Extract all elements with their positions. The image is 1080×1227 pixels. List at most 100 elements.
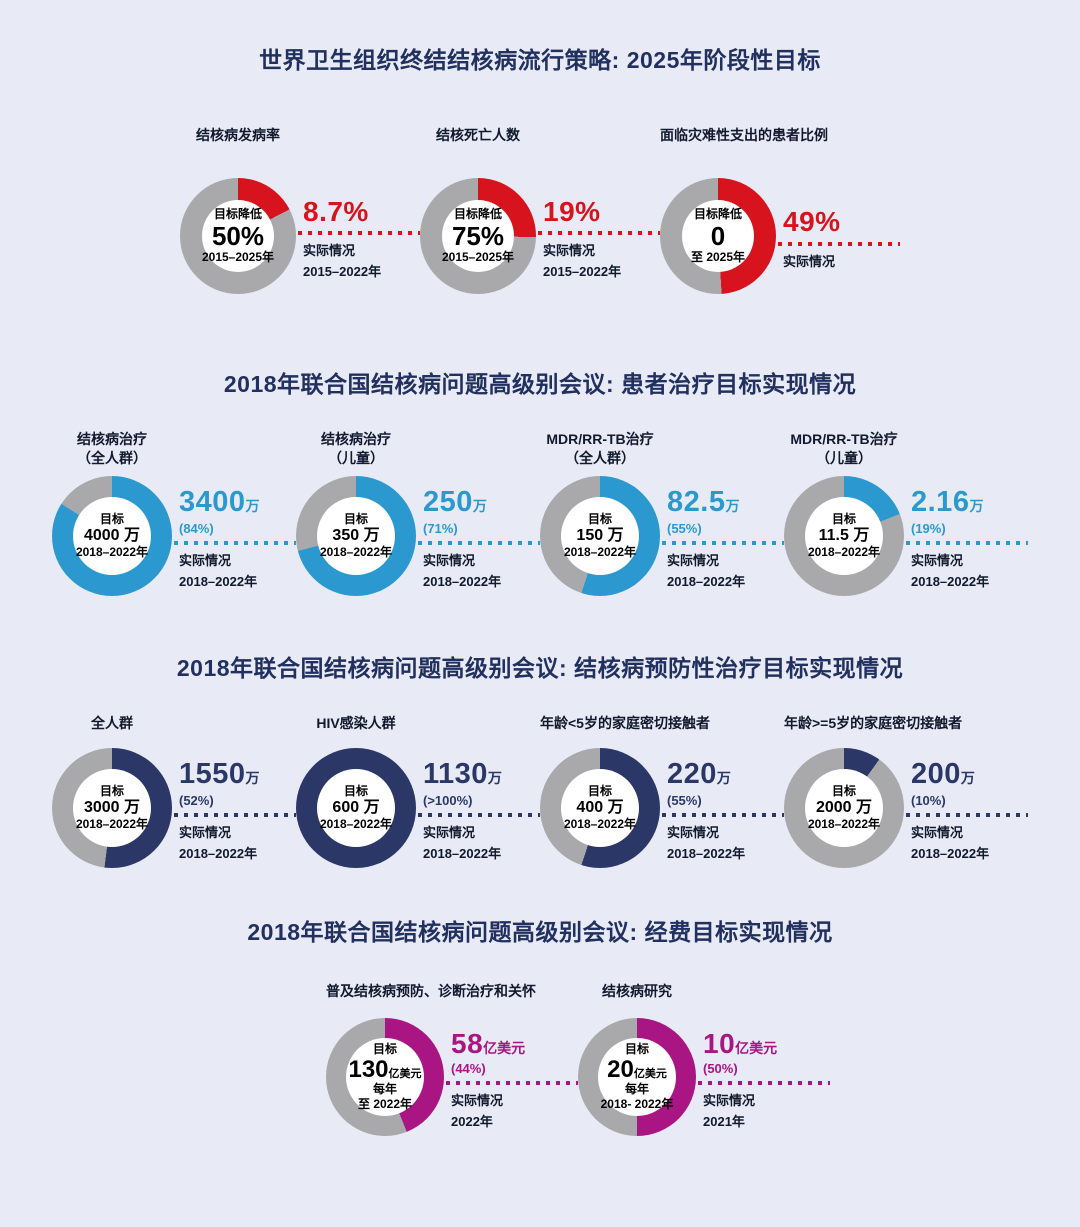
donut-center: 目标降低 0 至 2025年 (682, 200, 754, 272)
target-value: 75% (451, 220, 505, 251)
actual-value: 250 (423, 486, 473, 519)
actual-block: 1550万 (52%) 实际情况 2018–2022年 (172, 759, 296, 862)
actual-percent: (71%) (423, 520, 458, 536)
actual-block: 220万 (55%) 实际情况 2018–2022年 (660, 758, 784, 862)
target-period: 2018–2022年 (319, 544, 393, 559)
chart-title-text: 结核病治疗 (77, 431, 147, 447)
target-period: 2015–2025年 (441, 250, 515, 265)
actual-percent: (55%) (667, 792, 702, 808)
target-value-line: 4000 万 (84, 527, 140, 544)
chart-row: 普及结核病预防、诊断治疗和关怀目标 130亿美元 每年至 2022年 58亿美元 (44… (38, 982, 1080, 1136)
actual-block: 49% 实际情况 (776, 207, 900, 270)
actual-unit: 万 (245, 498, 260, 515)
donut-ring: 目标 350 万 2018–2022年 (296, 476, 416, 596)
chart-title-text: 结核病研究 (602, 983, 672, 999)
chart-title: 年龄<5岁的家庭密切接触者 (540, 714, 710, 734)
donut-ring: 目标降低 0 至 2025年 (660, 178, 776, 294)
chart-title: HIV感染人群 (296, 714, 416, 734)
target-value-line: 130亿美元 (348, 1056, 421, 1083)
actual-percent: (>100%) (423, 792, 473, 808)
donut-ring: 目标 4000 万 2018–2022年 (52, 476, 172, 596)
chart-subtitle: （全人群） (565, 450, 635, 466)
donut-chart-card: 年龄>=5岁的家庭密切接触者目标 2000 万 2018–2022年 200万 (10%… (784, 714, 1028, 868)
chart-body: 目标 130亿美元 每年至 2022年 58亿美元 (44%) 实际情况 2022年 (326, 1018, 578, 1136)
leader-line (662, 812, 784, 817)
chart-subtitle: （全人群） (77, 450, 147, 466)
donut-chart-card: MDR/RR-TB治疗 （儿童） 目标 11.5 万 2018–2022年 2.16万 (1… (784, 430, 1028, 596)
actual-unit: 万 (969, 498, 984, 515)
actual-block: 200万 (10%) 实际情况 2018–2022年 (904, 758, 1028, 862)
actual-date: 2018–2022年 (911, 573, 990, 589)
target-label: 目标 (343, 512, 368, 527)
chart-body: 目标降低 75% 2015–2025年 19% 实际情况 2015–2022年 (420, 178, 660, 294)
chart-row: 结核病治疗 （全人群） 目标 4000 万 2018–2022年 3400万 (84%) 实际… (0, 430, 1080, 596)
target-value-line: 150 万 (576, 527, 623, 544)
donut-chart-card: 全人群 目标 3000 万 2018–2022年 1550万 (52%) 实际情况 2018–… (52, 714, 296, 868)
chart-title-text: 结核死亡人数 (436, 127, 520, 143)
actual-block: 2.16万 (19%) 实际情况 2018–2022年 (904, 487, 1028, 590)
donut-chart-card: MDR/RR-TB治疗 （全人群） 目标 150 万 2018–2022年 82.5万 (5… (540, 430, 784, 596)
chart-title: 普及结核病预防、诊断治疗和关怀 (326, 982, 536, 1002)
donut-center: 目标 350 万 2018–2022年 (317, 497, 395, 575)
donut-ring: 目标 11.5 万 2018–2022年 (784, 476, 904, 596)
actual-unit: 万 (960, 770, 975, 787)
actual-percent: (50%) (703, 1061, 738, 1077)
donut-center: 目标 20亿美元 每年 2018- 2022年 (598, 1038, 676, 1116)
target-value: 50% (211, 220, 265, 251)
chart-body: 目标 600 万 2018–2022年 1130万 (>100%) 实际情况 2018–20… (296, 748, 540, 868)
actual-value: 82.5 (667, 486, 726, 519)
actual-percent: (55%) (667, 520, 702, 536)
target-label: 目标 (99, 512, 124, 527)
chart-title-text: 面临灾难性支出的患者比例 (660, 127, 828, 143)
actual-caption: 实际情况 (783, 253, 836, 269)
actual-value: 1130 (423, 758, 488, 791)
actual-unit: 万 (725, 498, 740, 515)
donut-center: 目标 130亿美元 每年至 2022年 (346, 1038, 424, 1116)
donut-center: 目标降低 50% 2015–2025年 (202, 200, 274, 272)
chart-body: 目标 11.5 万 2018–2022年 2.16万 (19%) 实际情况 2018–202… (784, 476, 1028, 596)
leader-line (538, 231, 660, 236)
actual-value-line: 1550万 (179, 759, 296, 790)
actual-value: 19% (543, 195, 601, 227)
actual-caption: 实际情况 (703, 1093, 756, 1109)
chart-row: 全人群 目标 3000 万 2018–2022年 1550万 (52%) 实际情况 2018–… (0, 714, 1080, 868)
actual-value-line: 10亿美元 (703, 1027, 830, 1059)
donut-ring: 目标 2000 万 2018–2022年 (784, 748, 904, 868)
actual-unit: 亿美元 (483, 1039, 526, 1056)
actual-value: 200 (911, 758, 961, 791)
actual-date: 2018–2022年 (911, 845, 990, 861)
actual-block: 8.7% 实际情况 2015–2022年 (296, 197, 420, 281)
donut-center: 目标 11.5 万 2018–2022年 (805, 497, 883, 575)
actual-unit: 万 (716, 770, 731, 787)
donut-chart-card: 普及结核病预防、诊断治疗和关怀目标 130亿美元 每年至 2022年 58亿美元 (44… (326, 982, 578, 1136)
target-period: 2018–2022年 (319, 816, 393, 831)
actual-value: 220 (667, 758, 717, 791)
chart-title: 结核病发病率 (180, 126, 296, 152)
actual-percent: (84%) (179, 520, 214, 536)
target-period: 至 2025年 (690, 250, 746, 265)
target-value: 0 (710, 220, 726, 251)
actual-caption: 实际情况 (667, 824, 720, 840)
actual-value-line: 200万 (911, 758, 1028, 791)
actual-caption: 实际情况 (423, 552, 476, 568)
donut-ring: 目标 600 万 2018–2022年 (296, 748, 416, 868)
target-value: 150 万 (576, 527, 624, 545)
actual-value: 10 (703, 1027, 736, 1059)
actual-caption: 实际情况 (911, 552, 964, 568)
chart-body: 目标 350 万 2018–2022年 250万 (71%) 实际情况 2018–2022年 (296, 476, 540, 596)
leader-line (418, 540, 540, 545)
actual-block: 250万 (71%) 实际情况 2018–2022年 (416, 486, 540, 590)
actual-percent: (19%) (911, 520, 946, 536)
target-label: 目标降低 (693, 206, 742, 221)
actual-caption: 实际情况 (303, 243, 356, 259)
chart-title: 年龄>=5岁的家庭密切接触者 (784, 714, 962, 734)
chart-title-text: 全人群 (91, 715, 133, 731)
actual-caption: 实际情况 (543, 243, 596, 259)
target-label: 目标降低 (453, 206, 502, 221)
target-value-line: 11.5 万 (819, 527, 870, 544)
chart-title-text: 年龄<5岁的家庭密切接触者 (540, 715, 710, 731)
chart-title: 结核病治疗 （全人群） (52, 430, 172, 468)
actual-value-line: 220万 (667, 758, 784, 791)
chart-title-text: MDR/RR-TB治疗 (790, 431, 898, 447)
actual-percent: (52%) (179, 792, 214, 808)
